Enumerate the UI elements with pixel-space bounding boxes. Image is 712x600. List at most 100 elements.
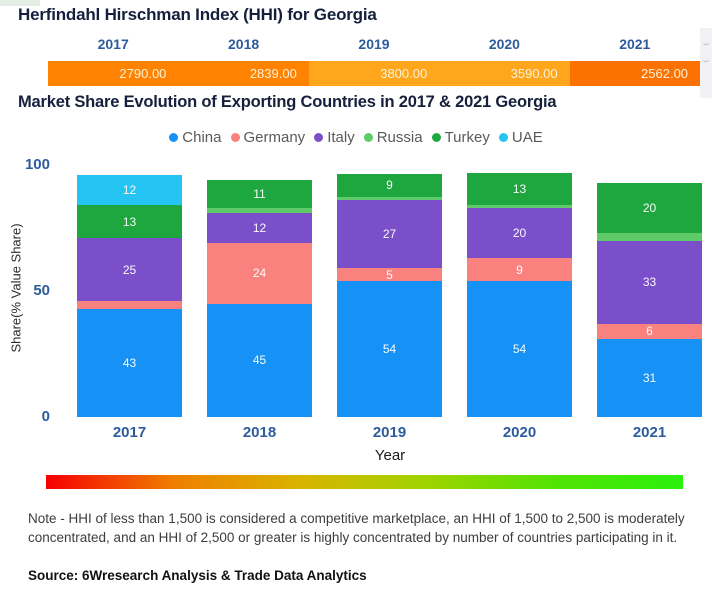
bar-segment-turkey[interactable]: 13 [467, 172, 572, 206]
bar-segment-china[interactable]: 43 [77, 308, 182, 417]
hhi-year-label: 2021 [619, 36, 651, 52]
bar-segment-value: 25 [122, 262, 137, 277]
stacked-bar-2018: 45 24 12 11 [207, 180, 312, 417]
legend-item-turkey[interactable]: Turkey [431, 129, 490, 146]
bar-segment-uae[interactable]: 12 [77, 175, 182, 206]
edge-mark-icon [703, 40, 709, 45]
legend-label: UAE [511, 129, 543, 146]
bar-segment-italy[interactable]: 20 [467, 207, 572, 259]
x-tick-label: 2020 [502, 424, 537, 441]
note-text: Note - HHI of less than 1,500 is conside… [28, 511, 685, 546]
bar-segment-value: 54 [382, 341, 397, 356]
bar-segment-value: 9 [516, 262, 523, 277]
bar-segment-turkey[interactable]: 9 [337, 173, 442, 197]
bar-segment-turkey[interactable]: 20 [597, 182, 702, 234]
legend-label: Russia [376, 129, 423, 146]
bar-segment-value: 43 [122, 355, 137, 370]
hhi-value-segment: 3800.00 [308, 61, 440, 86]
hhi-value-segment: 3590.00 [439, 61, 570, 86]
bar-segment-value: 33 [642, 275, 657, 290]
bar-segment-value: 13 [122, 214, 137, 229]
hhi-value-bar: 2790.00 2839.00 3800.00 3590.00 2562.00 [48, 61, 701, 86]
legend-dot-icon [169, 133, 179, 142]
bar-segment-china[interactable]: 31 [597, 338, 702, 417]
bar-segment-italy[interactable]: 12 [207, 212, 312, 244]
stacked-bar-2017: 43 25 13 12 [77, 175, 182, 417]
stacked-bar-2019: 54 5 27 9 [337, 173, 442, 417]
hhi-value-segment: 2790.00 [48, 61, 179, 86]
bar-segment-russia[interactable] [467, 205, 572, 208]
bar-segment-value: 45 [252, 353, 267, 368]
bar-segment-value: 20 [642, 200, 657, 215]
right-edge-artifact [700, 28, 712, 98]
hhi-value-segment: 2562.00 [569, 61, 701, 86]
bar-segment-value: 11 [253, 187, 266, 202]
bar-segment-china[interactable]: 45 [207, 303, 312, 417]
x-tick-label: 2018 [242, 424, 277, 441]
bar-segment-china[interactable]: 54 [467, 280, 572, 417]
x-tick-label: 2019 [372, 424, 407, 441]
bar-segment-germany[interactable]: 9 [467, 258, 572, 281]
legend-item-russia[interactable]: Russia [363, 129, 423, 146]
top-left-artifact [0, 0, 40, 6]
bar-segment-germany[interactable]: 24 [207, 243, 312, 304]
hhi-title: Herfindahl Hirschman Index (HHI) for Geo… [18, 5, 377, 24]
bar-segment-china[interactable]: 54 [337, 280, 442, 417]
bar-segment-italy[interactable]: 25 [77, 238, 182, 302]
bar-segment-germany[interactable]: 5 [337, 268, 442, 281]
chart-legend: China Germany Italy Russia Turkey UAE [0, 129, 712, 146]
legend-dot-icon [431, 133, 441, 142]
legend-item-germany[interactable]: Germany [230, 129, 306, 146]
hhi-color-scale [46, 475, 683, 489]
bar-segment-value: 27 [382, 227, 397, 242]
edge-mark-icon [703, 57, 709, 62]
x-axis-title: Year [374, 447, 406, 464]
bar-segment-value: 12 [122, 183, 137, 198]
legend-dot-icon [230, 133, 240, 142]
bar-segment-value: 9 [386, 178, 393, 193]
legend-item-china[interactable]: China [169, 129, 222, 146]
bar-segment-value: 5 [386, 268, 393, 281]
market-share-title: Market Share Evolution of Exporting Coun… [18, 93, 557, 111]
bar-segment-value: 13 [512, 181, 527, 196]
bar-segment-value: 12 [252, 221, 267, 236]
bar-segment-turkey[interactable]: 11 [207, 180, 312, 208]
bar-segment-russia[interactable] [597, 233, 702, 241]
y-tick-label: 0 [41, 408, 50, 425]
bar-segment-italy[interactable]: 33 [597, 240, 702, 324]
hhi-year-label: 2019 [358, 36, 390, 52]
legend-item-italy[interactable]: Italy [314, 129, 355, 146]
legend-dot-icon [314, 133, 324, 142]
hhi-year-label: 2017 [97, 36, 129, 52]
bar-segment-turkey[interactable]: 13 [77, 205, 182, 239]
legend-label: Germany [243, 129, 306, 146]
hhi-years-row: 2017 2018 2019 2020 2021 [48, 36, 700, 52]
legend-item-uae[interactable]: UAE [498, 129, 543, 146]
hhi-year-label: 2020 [488, 36, 520, 52]
y-tick-label: 50 [33, 282, 50, 299]
y-tick-label: 100 [24, 156, 50, 173]
x-tick-label: 2021 [632, 424, 667, 441]
legend-dot-icon [363, 133, 373, 142]
legend-dot-icon [498, 133, 508, 142]
bar-segment-russia[interactable] [337, 196, 442, 201]
bar-segment-value: 24 [252, 266, 267, 281]
bar-segment-italy[interactable]: 27 [337, 200, 442, 269]
bar-segment-value: 6 [646, 324, 653, 339]
bar-segment-germany[interactable] [77, 301, 182, 309]
legend-label: Turkey [444, 129, 490, 146]
bar-segment-germany[interactable]: 6 [597, 323, 702, 339]
bar-segment-russia[interactable] [207, 207, 312, 213]
bar-segment-value: 54 [512, 341, 527, 356]
x-tick-label: 2017 [112, 424, 147, 441]
bar-segment-value: 31 [642, 370, 657, 385]
stacked-bar-2021: 31 6 33 20 [597, 182, 702, 417]
legend-label: Italy [327, 129, 355, 146]
source-text: Source: 6Wresearch Analysis & Trade Data… [28, 568, 367, 583]
stacked-bar-2020: 54 9 20 13 [467, 172, 572, 417]
bar-segment-value: 20 [512, 226, 527, 241]
hhi-value-segment: 2839.00 [178, 61, 309, 86]
legend-label: China [182, 129, 222, 146]
hhi-year-label: 2018 [228, 36, 260, 52]
